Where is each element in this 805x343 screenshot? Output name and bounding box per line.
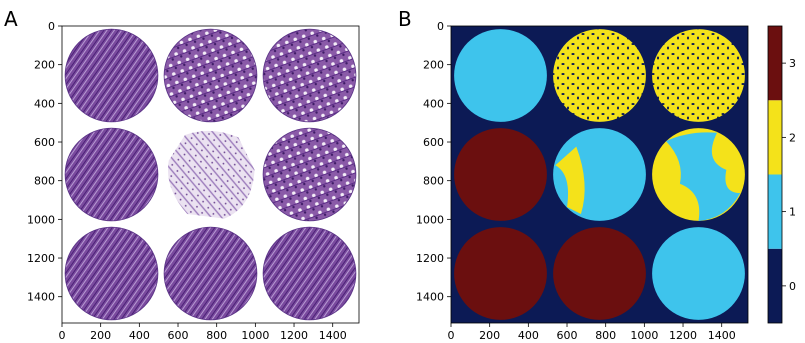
segmented-core [652,227,745,320]
segmented-core [553,128,646,221]
panel-b-ytick-label: 200 [423,59,444,72]
core-shape [263,128,356,221]
panel-a-xtick-label: 600 [168,329,189,342]
panel-b-xtick-label: 1400 [708,329,736,342]
panel-b: 0 200 400 600 800 1000 1200 1400 0 200 400 600 800 1… [416,20,749,342]
panel-b-cores [454,29,745,320]
panel-b-label: B [398,7,412,31]
colorbar-tick-label: 0 [789,280,796,293]
segmented-core [652,29,745,122]
colorbar-tick-label: 2 [789,131,796,144]
colorbar-segment [768,26,782,101]
panel-b-xtick-label: 1000 [630,329,658,342]
colorbar-segment [768,248,782,323]
panel-a-ytick-label: 600 [34,136,55,149]
core-class-region [553,227,646,320]
panel-b-ytick-label: 1200 [416,252,444,265]
core-edge [163,226,258,321]
he-tissue-core [163,28,258,123]
panel-a-ytick-label: 1000 [27,213,55,226]
segmented-core [553,227,646,320]
segmented-core [454,128,547,221]
panel-b-y-axis: 0 200 400 600 800 1000 1200 1400 [416,20,451,304]
core-edge [262,226,357,321]
panel-b-xtick-label: 200 [479,329,500,342]
panel-b-xtick-label: 0 [448,329,455,342]
core-edge [262,127,357,222]
panel-b-ytick-label: 0 [437,20,444,33]
panel-a-x-axis: 0 200 400 600 800 1000 1200 1400 [59,323,347,342]
core-shape [164,29,257,122]
core-shape [263,227,356,320]
colorbar: 0 1 2 3 [767,25,796,324]
colorbar-segment [768,100,782,175]
core-class-region [454,128,547,221]
core-edge [163,28,258,123]
panel-a-xtick-label: 1400 [319,329,347,342]
core-shape [164,227,257,320]
panel-a-ytick-label: 200 [34,59,55,72]
segmented-core [652,128,745,221]
panel-b-xtick-label: 600 [557,329,578,342]
core-class-region [553,29,646,122]
panel-b-x-axis: 0 200 400 600 800 1000 1200 1400 [448,323,736,342]
core-secondary-region [666,132,741,221]
core-class-region [652,227,745,320]
core-edge [64,28,159,123]
core-shape [263,29,356,122]
panel-b-ytick-label: 1000 [416,213,444,226]
panel-a-ytick-label: 800 [34,175,55,188]
panel-a-cores [64,28,357,321]
panel-b-ytick-label: 400 [423,97,444,110]
he-tissue-core [64,28,159,123]
panel-a-ytick-label: 1400 [27,291,55,304]
core-secondary-region [555,146,585,214]
core-class-region [652,29,745,122]
segmented-core [454,227,547,320]
he-tissue-core [163,226,258,321]
panel-a-xtick-label: 800 [206,329,227,342]
core-edge [64,226,159,321]
panel-b-ytick-label: 1400 [416,291,444,304]
he-tissue-core [262,28,357,123]
panel-a-y-axis: 0 200 400 600 800 1000 1200 1400 [27,20,62,304]
panel-a-xtick-label: 0 [59,329,66,342]
he-tissue-core [262,127,357,222]
colorbar-frame [767,25,783,324]
segmented-core [553,29,646,122]
panel-a-ytick-label: 400 [34,97,55,110]
colorbar-segment [768,174,782,249]
panel-a-ytick-label: 0 [48,20,55,33]
panel-a: 0 200 400 600 800 1000 1200 1400 0 200 400 600 800 1… [27,20,360,342]
panel-a-xtick-label: 200 [90,329,111,342]
segmented-core [454,29,547,122]
he-tissue-core [64,226,159,321]
colorbar-tick-label: 3 [789,57,796,70]
he-tissue-core [167,130,255,219]
panel-a-xtick-label: 1200 [280,329,308,342]
he-tissue-core [262,226,357,321]
panel-a-label: A [4,7,18,31]
core-edge [262,28,357,123]
core-class-region [454,29,547,122]
panel-b-xtick-label: 400 [518,329,539,342]
core-shape [167,130,255,219]
panel-a-xtick-label: 400 [129,329,150,342]
panel-b-xtick-label: 1200 [669,329,697,342]
panel-a-xtick-label: 1000 [241,329,269,342]
core-edge [64,127,159,222]
panel-b-xtick-label: 800 [595,329,616,342]
he-tissue-core [64,127,159,222]
panel-a-ytick-label: 1200 [27,252,55,265]
panel-b-ytick-label: 600 [423,136,444,149]
core-shape [65,29,158,122]
core-shape [65,227,158,320]
colorbar-tick-label: 1 [789,206,796,219]
core-shape [65,128,158,221]
panel-b-ytick-label: 800 [423,175,444,188]
core-class-region [454,227,547,320]
